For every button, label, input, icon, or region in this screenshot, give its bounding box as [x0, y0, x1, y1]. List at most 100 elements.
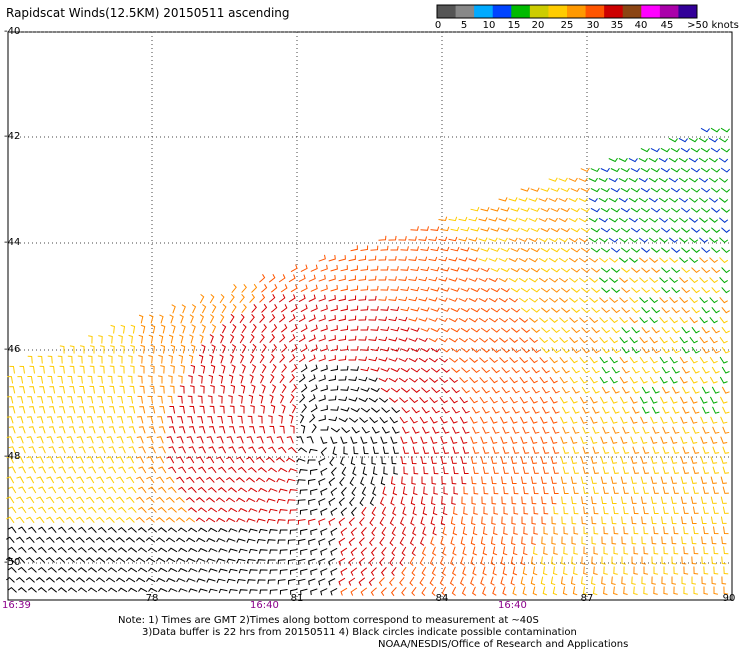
- wind-barb: [689, 356, 698, 364]
- wind-barb: [531, 536, 536, 545]
- wind-barb: [682, 446, 690, 454]
- wind-barb: [320, 447, 327, 456]
- wind-barb: [681, 247, 691, 253]
- wind-barb: [520, 247, 530, 253]
- wind-barb: [97, 355, 103, 364]
- wind-barb: [250, 405, 255, 414]
- wind-barb: [559, 356, 568, 364]
- wind-barb: [678, 237, 689, 243]
- wind-barb: [669, 297, 678, 304]
- wind-barb: [408, 337, 418, 342]
- wind-barb: [370, 476, 375, 486]
- wind-barb: [708, 177, 719, 183]
- wind-barb: [381, 407, 390, 414]
- time-label: 16:39: [2, 600, 31, 611]
- wind-barb: [532, 466, 539, 474]
- wind-barb: [521, 347, 531, 354]
- wind-barb: [470, 456, 477, 464]
- wind-barb: [175, 496, 185, 503]
- wind-barb: [155, 537, 166, 543]
- wind-barb: [541, 406, 550, 414]
- wind-barb: [399, 576, 405, 587]
- wind-barb: [188, 466, 197, 474]
- wind-barb: [482, 526, 488, 536]
- wind-barb: [531, 327, 541, 333]
- wind-barb: [450, 307, 460, 313]
- wind-barb: [36, 536, 45, 543]
- wind-barb: [196, 456, 205, 464]
- wind-barb: [480, 347, 491, 353]
- wind-barb: [700, 207, 711, 213]
- note-line-3: NOAA/NESDIS/Office of Research and Appli…: [378, 639, 629, 650]
- wind-barb: [421, 406, 430, 414]
- wind-barb: [570, 267, 581, 273]
- wind-barb: [409, 536, 414, 546]
- wind-barb: [590, 287, 601, 293]
- wind-barb: [380, 567, 387, 577]
- wind-barb: [398, 337, 408, 342]
- wind-barb: [8, 466, 17, 474]
- wind-barb: [231, 324, 237, 334]
- wind-barb: [340, 487, 347, 497]
- wind-barb: [630, 456, 638, 464]
- wind-barb: [18, 506, 27, 514]
- wind-barb: [609, 317, 618, 324]
- wind-barb: [340, 456, 345, 466]
- wind-barb: [551, 366, 560, 374]
- wind-barb: [159, 406, 166, 414]
- wind-barb: [27, 355, 33, 364]
- wind-barb: [432, 426, 440, 434]
- wind-barb: [669, 277, 678, 284]
- wind-barb: [422, 526, 427, 536]
- wind-barb: [198, 446, 206, 454]
- wind-barb: [259, 569, 268, 574]
- wind-barb: [266, 436, 274, 444]
- wind-barb: [186, 537, 196, 543]
- wind-barb: [298, 374, 306, 383]
- wind-barb: [533, 486, 539, 495]
- colorbar-label: 30: [586, 20, 600, 31]
- wind-barb: [208, 527, 218, 533]
- wind-barb: [28, 426, 36, 434]
- wind-barb: [378, 336, 388, 342]
- wind-barb: [630, 187, 640, 193]
- wind-barb: [661, 386, 670, 394]
- wind-barb: [520, 576, 526, 586]
- wind-barb: [713, 526, 719, 535]
- wind-barb: [411, 566, 417, 576]
- wind-barb: [380, 266, 389, 271]
- wind-barb: [450, 226, 460, 232]
- wind-barb: [35, 577, 45, 583]
- wind-barb: [251, 283, 258, 293]
- wind-barb: [540, 187, 550, 192]
- wind-barb: [491, 516, 496, 525]
- wind-barb: [628, 177, 638, 183]
- wind-barb: [198, 588, 208, 593]
- wind-barb: [439, 416, 448, 424]
- wind-barb: [125, 557, 136, 563]
- wind-barb: [502, 586, 507, 596]
- wind-barb: [300, 364, 308, 373]
- wind-barb: [349, 496, 355, 507]
- wind-barb: [711, 306, 720, 314]
- wind-barb: [128, 446, 136, 454]
- wind-barb: [603, 586, 608, 596]
- wind-barb: [96, 496, 105, 504]
- wind-barb: [340, 567, 348, 576]
- wind-barb: [708, 217, 719, 223]
- wind-barb: [27, 587, 37, 593]
- wind-barb: [471, 586, 477, 596]
- note-line-1: Note: 1) Times are GMT 2)Times along bot…: [118, 615, 539, 626]
- wind-barb: [542, 466, 549, 474]
- wind-barb: [718, 217, 729, 223]
- wind-barb: [46, 456, 54, 464]
- wind-barb: [560, 576, 566, 586]
- wind-barb: [620, 207, 630, 213]
- wind-barb: [672, 506, 679, 514]
- wind-barb: [160, 344, 166, 354]
- wind-barb: [719, 396, 728, 404]
- wind-barb: [468, 317, 478, 323]
- wind-barb: [308, 448, 318, 454]
- colorbar-label: 35: [610, 20, 624, 31]
- colorbar-label: >50 knots: [687, 20, 739, 31]
